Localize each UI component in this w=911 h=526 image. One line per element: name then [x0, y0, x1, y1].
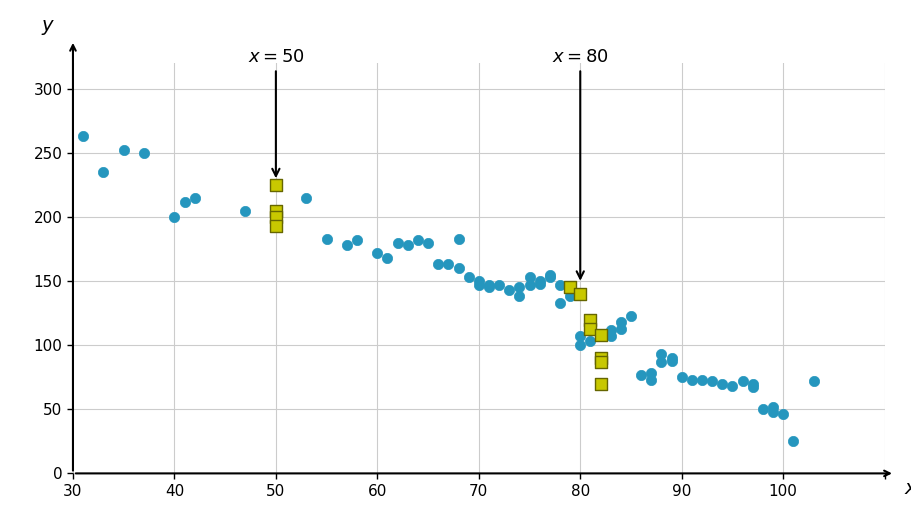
- Point: [491, 281, 506, 289]
- Point: [481, 281, 496, 289]
- Point: [501, 286, 516, 294]
- Point: [572, 341, 587, 349]
- Point: [471, 281, 486, 289]
- Point: [694, 376, 709, 384]
- Point: [704, 377, 719, 385]
- Point: [512, 284, 527, 292]
- Point: [542, 270, 557, 279]
- Point: [542, 273, 557, 281]
- Point: [572, 332, 587, 340]
- Point: [572, 290, 587, 298]
- Point: [350, 236, 364, 244]
- Point: [592, 354, 607, 362]
- Point: [592, 331, 607, 339]
- Point: [512, 292, 527, 301]
- Point: [582, 337, 597, 346]
- Text: y: y: [42, 16, 53, 35]
- Point: [613, 325, 628, 333]
- Point: [481, 284, 496, 292]
- Point: [744, 379, 759, 388]
- Point: [582, 315, 597, 323]
- Point: [562, 284, 577, 292]
- Point: [603, 332, 618, 340]
- Point: [562, 292, 577, 301]
- Point: [451, 264, 466, 272]
- Point: [380, 254, 394, 262]
- Point: [532, 277, 547, 285]
- Point: [117, 146, 131, 155]
- Point: [167, 213, 181, 221]
- Point: [552, 281, 567, 289]
- Text: x: x: [904, 479, 911, 498]
- Point: [137, 149, 151, 157]
- Point: [390, 238, 404, 247]
- Point: [269, 213, 283, 221]
- Point: [522, 281, 537, 289]
- Point: [420, 238, 435, 247]
- Point: [269, 222, 283, 230]
- Point: [714, 379, 729, 388]
- Point: [734, 377, 749, 385]
- Point: [238, 206, 252, 215]
- Point: [471, 277, 486, 285]
- Point: [724, 382, 739, 390]
- Point: [76, 132, 90, 140]
- Text: $x = 50$: $x = 50$: [247, 48, 304, 176]
- Point: [765, 402, 780, 411]
- Point: [319, 235, 333, 243]
- Point: [613, 318, 628, 326]
- Point: [684, 376, 699, 384]
- Point: [592, 379, 607, 388]
- Point: [653, 358, 668, 366]
- Point: [410, 236, 425, 244]
- Point: [522, 273, 537, 281]
- Point: [431, 260, 445, 269]
- Point: [400, 241, 415, 249]
- Point: [592, 331, 607, 339]
- Point: [441, 260, 456, 269]
- Point: [339, 241, 353, 249]
- Point: [643, 376, 658, 384]
- Point: [744, 383, 759, 392]
- Point: [552, 299, 567, 307]
- Point: [663, 354, 678, 362]
- Point: [775, 410, 790, 419]
- Point: [582, 325, 597, 333]
- Point: [623, 311, 638, 320]
- Text: $x = 80$: $x = 80$: [551, 48, 608, 279]
- Point: [592, 358, 607, 366]
- Point: [299, 194, 313, 202]
- Point: [643, 369, 658, 378]
- Point: [461, 273, 476, 281]
- Point: [765, 408, 780, 416]
- Point: [785, 437, 800, 446]
- Point: [188, 194, 202, 202]
- Point: [653, 350, 668, 358]
- Point: [633, 370, 648, 379]
- Point: [269, 181, 283, 189]
- Point: [370, 249, 384, 257]
- Point: [805, 377, 820, 385]
- Point: [663, 357, 678, 365]
- Point: [674, 373, 689, 381]
- Point: [603, 326, 618, 334]
- Point: [269, 206, 283, 215]
- Point: [96, 168, 110, 176]
- Point: [451, 235, 466, 243]
- Point: [532, 279, 547, 288]
- Point: [177, 197, 191, 206]
- Point: [754, 405, 769, 413]
